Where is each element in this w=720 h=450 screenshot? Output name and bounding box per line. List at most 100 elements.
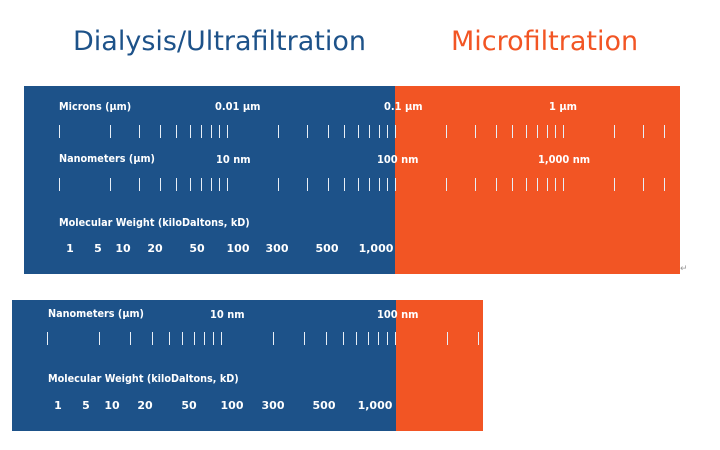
scale-tick: [478, 332, 479, 345]
microns-tick-row: [24, 125, 680, 138]
scale-tick: [152, 332, 153, 345]
scale-tick: [555, 125, 556, 138]
scale-tick: [110, 178, 111, 191]
scale-tick: [219, 178, 220, 191]
mw-value: 1: [54, 399, 62, 412]
scale-tick: [547, 178, 548, 191]
scale-tick: [369, 125, 370, 138]
nanometers-label: Nanometers (μm): [48, 307, 144, 320]
scale-tick: [176, 125, 177, 138]
scale-tick: [446, 178, 447, 191]
nanometer-value: 100 nm: [377, 153, 419, 166]
scale-tick: [387, 332, 388, 345]
scale-tick: [99, 332, 100, 345]
scale-tick: [273, 332, 274, 345]
scale-tick: [526, 125, 527, 138]
scale-tick: [328, 178, 329, 191]
scale-tick: [395, 178, 396, 191]
microns-label: Microns (μm): [59, 100, 132, 113]
scale-tick: [537, 178, 538, 191]
mw-value: 1,000: [357, 399, 393, 412]
scale-tick: [344, 125, 345, 138]
scale-tick: [139, 125, 140, 138]
nanometers-label: Nanometers (μm): [59, 152, 155, 165]
micron-value: 1 μm: [549, 100, 577, 113]
scale-tick: [307, 178, 308, 191]
scale-tick: [190, 178, 191, 191]
scale-tick: [614, 125, 615, 138]
scale-tick: [643, 125, 644, 138]
scale-tick: [379, 178, 380, 191]
dialysis-ultrafiltration-region: [24, 86, 395, 274]
nanometer-value: 100 nm: [377, 308, 419, 321]
scale-tick: [278, 125, 279, 138]
scale-tick: [512, 125, 513, 138]
scale-tick: [227, 125, 228, 138]
scale-tick: [59, 178, 60, 191]
bottom-scale-panel: Nanometers (μm) 10 nm 100 nm Molecular W…: [12, 300, 483, 431]
scale-tick: [304, 332, 305, 345]
mw-value: 5: [94, 242, 102, 255]
scale-tick: [563, 125, 564, 138]
microfiltration-region: [396, 300, 483, 431]
scale-tick: [47, 332, 48, 345]
mw-value: 300: [261, 399, 285, 412]
mw-value: 100: [220, 399, 244, 412]
scale-tick: [328, 125, 329, 138]
scale-tick: [358, 178, 359, 191]
mw-value: 50: [181, 399, 197, 412]
nanometer-value: 10 nm: [216, 153, 251, 166]
mw-value: 10: [115, 242, 131, 255]
scale-tick: [512, 178, 513, 191]
scale-tick: [344, 178, 345, 191]
scale-tick: [59, 125, 60, 138]
scale-tick: [446, 125, 447, 138]
nanometers-tick-row: [12, 332, 483, 345]
scale-tick: [219, 125, 220, 138]
scale-tick: [190, 125, 191, 138]
mw-value: 300: [265, 242, 289, 255]
scale-tick: [555, 178, 556, 191]
scale-tick: [664, 178, 665, 191]
scale-tick: [307, 125, 308, 138]
scale-tick: [395, 332, 396, 345]
scale-tick: [204, 332, 205, 345]
microfiltration-heading: Microfiltration: [451, 26, 639, 57]
scale-tick: [378, 332, 379, 345]
scale-tick: [201, 125, 202, 138]
molecular-weight-values: 1 5 10 20 50 100 300 500 1,000: [12, 399, 396, 413]
scale-tick: [194, 332, 195, 345]
scale-tick: [387, 125, 388, 138]
mw-value: 500: [315, 242, 339, 255]
scale-tick: [227, 178, 228, 191]
scale-tick: [160, 178, 161, 191]
mw-value: 5: [82, 399, 90, 412]
mw-value: 100: [226, 242, 250, 255]
nanometer-value: 1,000 nm: [538, 153, 591, 166]
scale-tick: [563, 178, 564, 191]
scale-tick: [182, 332, 183, 345]
nanometers-tick-row: [24, 178, 680, 191]
micron-value: 0.1 μm: [384, 100, 423, 113]
scale-tick: [201, 178, 202, 191]
mw-value: 20: [147, 242, 163, 255]
scale-tick: [547, 125, 548, 138]
mw-value: 10: [104, 399, 120, 412]
scale-tick: [160, 125, 161, 138]
top-scale-panel: Microns (μm) 0.01 μm 0.1 μm 1 μm Nanomet…: [24, 86, 680, 274]
scale-tick: [643, 178, 644, 191]
scale-tick: [387, 178, 388, 191]
dialysis-ultrafiltration-heading: Dialysis/Ultrafiltration: [73, 26, 367, 57]
scale-tick: [496, 178, 497, 191]
scale-tick: [379, 125, 380, 138]
return-mark: ↵: [680, 264, 688, 274]
scale-tick: [139, 178, 140, 191]
molecular-weight-values: 1 5 10 20 50 100 300 500 1,000: [24, 242, 395, 256]
scale-tick: [537, 125, 538, 138]
scale-tick: [130, 332, 131, 345]
mw-value: 500: [312, 399, 336, 412]
mw-value: 1: [66, 242, 74, 255]
scale-tick: [326, 332, 327, 345]
scale-tick: [395, 125, 396, 138]
scale-tick: [475, 125, 476, 138]
